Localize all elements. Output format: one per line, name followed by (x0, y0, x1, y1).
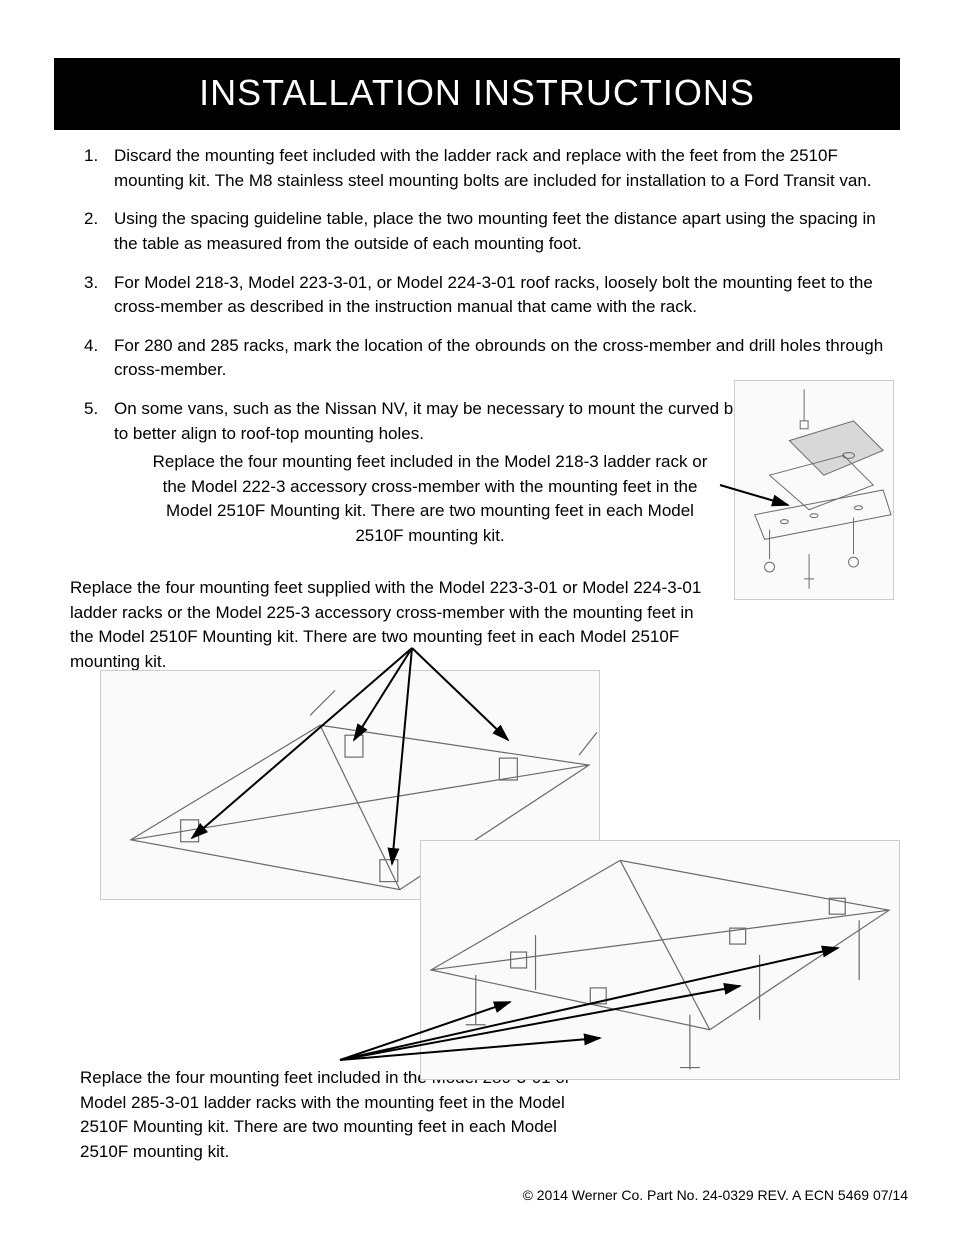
step-3: For Model 218-3, Model 223-3-01, or Mode… (84, 271, 900, 320)
callout-rack-top: Replace the four mounting feet supplied … (70, 576, 720, 675)
title-banner: INSTALLATION INSTRUCTIONS (54, 58, 900, 130)
step-1: Discard the mounting feet included with … (84, 144, 900, 193)
diagram-bracket (734, 380, 894, 600)
rack-bottom-svg (421, 840, 899, 1080)
diagram-rack-bottom (420, 840, 900, 1080)
bracket-svg (735, 380, 893, 600)
footer-copyright: © 2014 Werner Co. Part No. 24-0329 REV. … (523, 1187, 908, 1203)
step-4: For 280 and 285 racks, mark the location… (84, 334, 900, 383)
callout-bracket: Replace the four mounting feet included … (140, 450, 720, 549)
page-title: INSTALLATION INSTRUCTIONS (199, 72, 755, 113)
step-2: Using the spacing guideline table, place… (84, 207, 900, 256)
callout-rack-bottom: Replace the four mounting feet included … (80, 1066, 590, 1165)
